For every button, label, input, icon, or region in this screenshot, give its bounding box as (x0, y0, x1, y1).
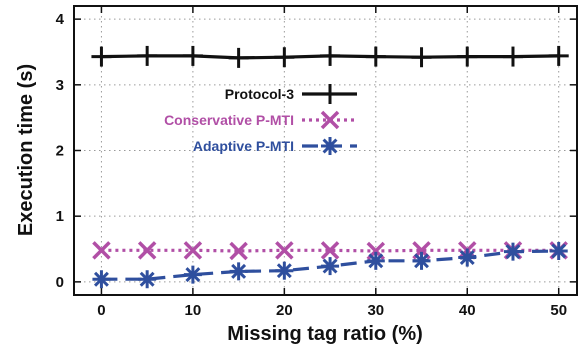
data-point (183, 265, 202, 284)
y-axis-title: Execution time (s) (15, 64, 37, 236)
data-point (365, 46, 386, 67)
data-point (229, 241, 248, 261)
data-point (138, 270, 157, 289)
x-tick-label: 10 (185, 302, 202, 319)
x-tick-label: 30 (367, 302, 384, 319)
data-point (320, 45, 341, 66)
data-point (412, 251, 431, 270)
legend-marker (320, 110, 340, 130)
data-point (229, 262, 248, 281)
data-point (549, 241, 568, 260)
data-point (183, 241, 203, 260)
data-point (502, 46, 523, 67)
data-point (228, 47, 249, 68)
data-point (92, 270, 111, 289)
data-point (411, 47, 432, 68)
y-tick-label: 4 (56, 11, 65, 28)
legend-marker (321, 137, 339, 155)
series-protocol-3 (91, 45, 569, 68)
data-point (275, 261, 294, 280)
data-point (321, 257, 340, 276)
data-point (91, 46, 112, 67)
data-point (182, 45, 203, 66)
series-group (91, 45, 569, 289)
y-tick-label: 3 (56, 77, 64, 94)
data-point (548, 45, 569, 66)
y-tick-label: 2 (56, 143, 64, 160)
legend-label: Conservative P-MTI (164, 112, 294, 128)
legend-marker (320, 84, 340, 104)
data-point (137, 45, 158, 66)
legend-label: Protocol-3 (225, 86, 294, 102)
data-point (275, 241, 294, 260)
axis-ticks: 0 10 20 30 40 50 0 1 2 3 4 (56, 6, 577, 319)
x-tick-label: 0 (97, 302, 105, 319)
data-point (320, 241, 340, 260)
y-tick-label: 0 (56, 274, 64, 291)
data-point (503, 242, 522, 261)
x-tick-label: 20 (276, 302, 293, 319)
legend-label: Adaptive P-MTI (193, 138, 294, 154)
x-tick-label: 40 (459, 302, 476, 319)
x-tick-label: 50 (550, 302, 567, 319)
data-point (137, 241, 157, 260)
legend: Protocol-3 Conservative P-MTI Adaptive P-M… (164, 84, 357, 155)
data-point (92, 241, 111, 260)
data-point (366, 251, 385, 270)
data-point (458, 248, 477, 267)
data-point (274, 47, 295, 68)
series-adaptive-p-mti (92, 241, 568, 289)
y-tick-label: 1 (56, 208, 64, 225)
x-axis-title: Missing tag ratio (%) (227, 323, 423, 345)
data-point (457, 46, 478, 67)
series-conservative-p-mti (92, 241, 568, 261)
